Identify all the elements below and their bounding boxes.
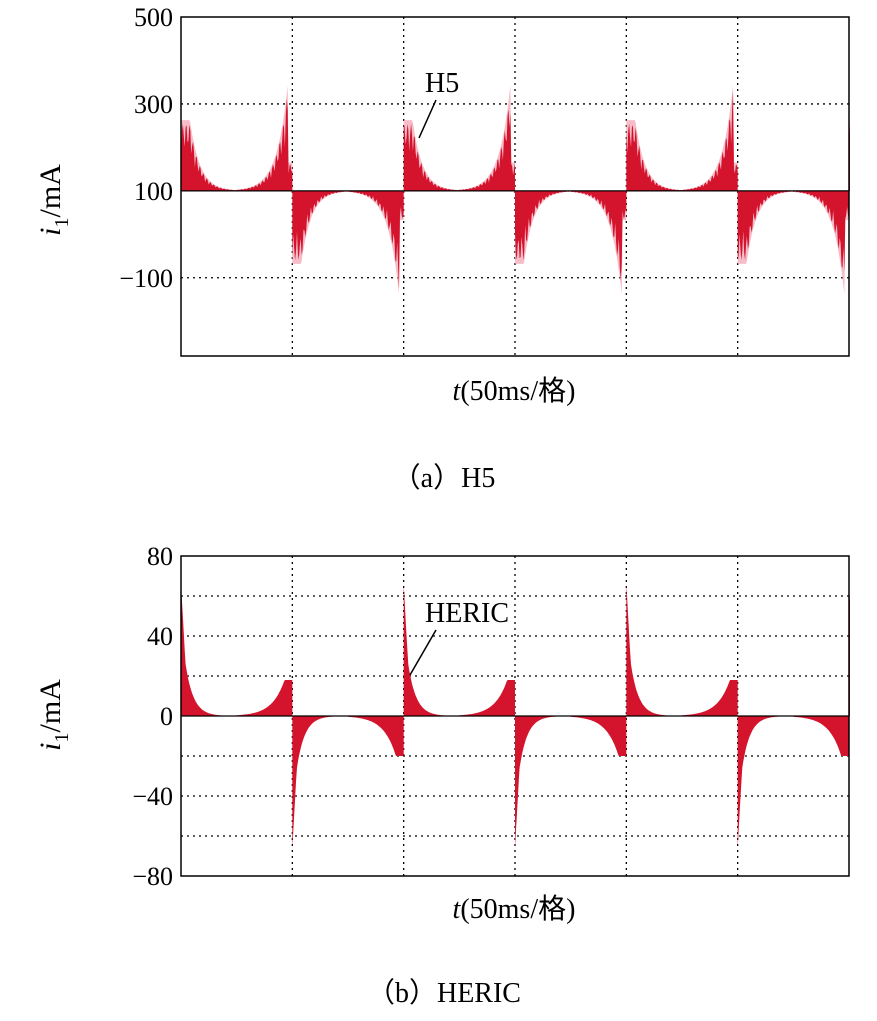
x-axis-label-a: t(50ms/格) [453, 375, 576, 407]
waveform-negative-lobe [515, 190, 627, 280]
y-axis-label-b: i1/mA [34, 679, 73, 751]
waveform-negative-lobe [737, 716, 849, 848]
x-axis-label-b: t(50ms/格) [453, 893, 576, 925]
waveform-positive-lobe [626, 584, 738, 716]
annotation-h5: H5 [425, 68, 459, 99]
waveform-positive-lobe [181, 98, 293, 191]
waveform-negative-lobe [515, 716, 627, 848]
annotation-leader-b [409, 629, 437, 676]
y-ticks-a: 500 300 100 −100 [119, 3, 173, 293]
plot-frame [180, 555, 850, 877]
caption-a: （a）H5 [393, 462, 496, 494]
y-tick-label: 0 [160, 702, 173, 731]
panel-b: 80 40 0 −40 −80 i1/mA t(50ms/格) HERIC （b）HER… [0, 536, 877, 1009]
plot-area-b [0, 536, 877, 896]
waveform-positive-lobe [403, 109, 515, 191]
y-tick-label: 500 [134, 3, 173, 32]
waveform-positive-lobe [403, 584, 515, 716]
y-tick-label: 40 [147, 622, 173, 651]
y-tick-label: 80 [147, 542, 173, 571]
y-tick-label: −40 [132, 782, 173, 811]
y-tick-label: 100 [134, 177, 173, 206]
left-mask [0, 536, 181, 896]
panel-a: 500 300 100 −100 i1/mA t(50ms/格) H5 （a）H5 [0, 0, 877, 494]
y-axis-label-a: i1/mA [34, 164, 73, 236]
waveform-positive-lobe [626, 90, 738, 191]
left-mask [0, 0, 181, 376]
plot-area-a [0, 0, 877, 376]
annotation-leader-a [418, 99, 437, 139]
waveform-negative-lobe [292, 190, 404, 290]
y-tick-label: 300 [134, 90, 173, 119]
right-mask [850, 536, 877, 896]
annotation-heric: HERIC [425, 598, 509, 629]
y-tick-label: −100 [119, 264, 173, 293]
right-mask [850, 0, 877, 376]
plot-frame [180, 16, 850, 357]
y-tick-label: −80 [132, 862, 173, 891]
waveform-positive-lobe [181, 584, 293, 716]
caption-b: （b）HERIC [367, 977, 521, 1009]
waveform-negative-lobe [292, 716, 404, 848]
waveform-negative-lobe [737, 190, 849, 273]
y-ticks-b: 80 40 0 −40 −80 [132, 542, 173, 891]
